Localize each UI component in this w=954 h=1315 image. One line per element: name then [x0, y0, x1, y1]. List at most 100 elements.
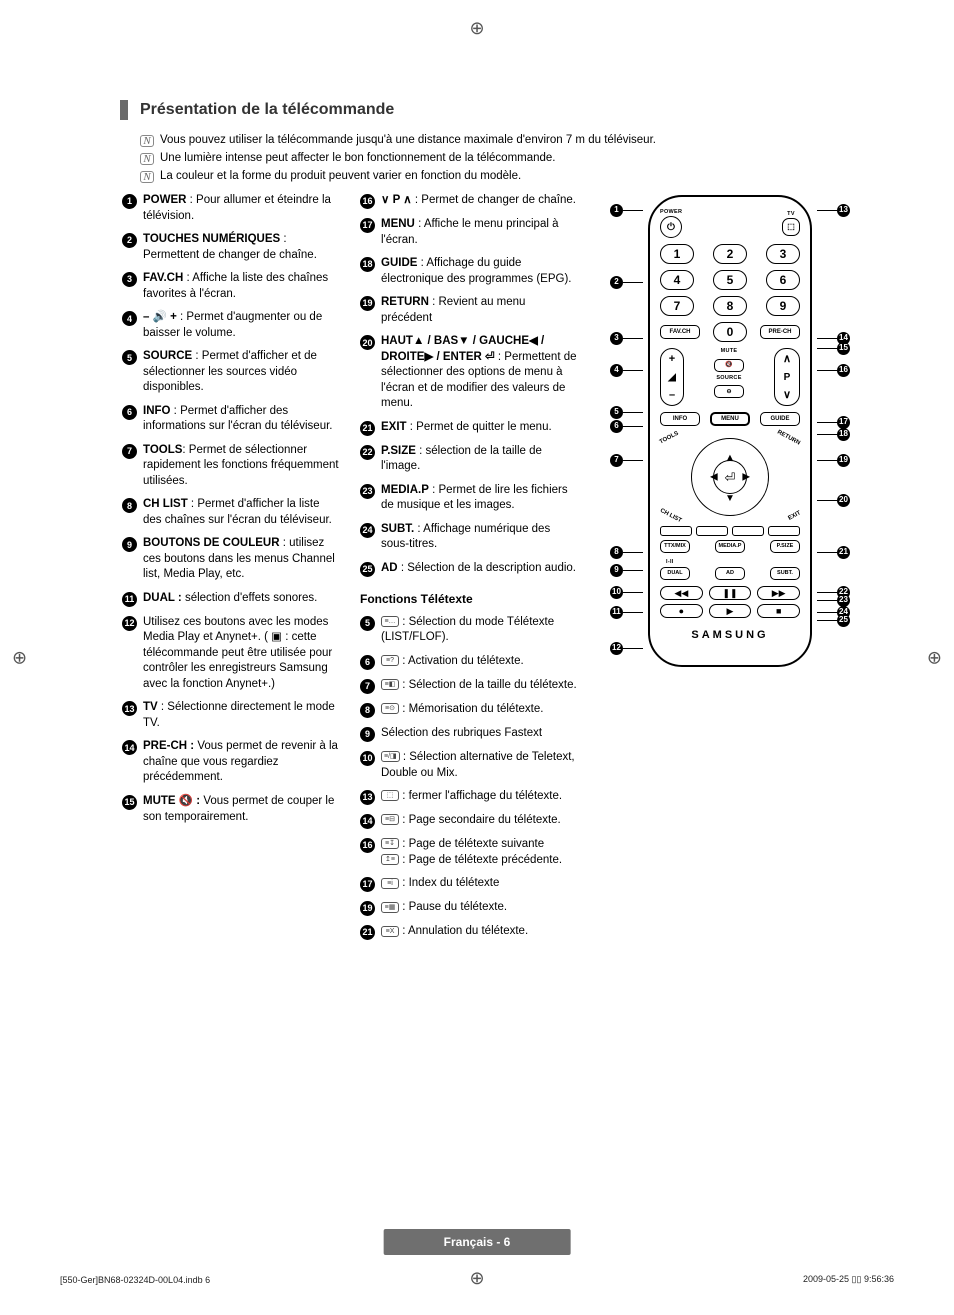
list-item: 8≡⊙ : Mémorisation du télétexte. — [358, 702, 578, 718]
title-bar — [120, 100, 128, 120]
note-text: Une lumière intense peut affecter le bon… — [160, 152, 556, 164]
teletext-icon: ≡i — [381, 878, 399, 889]
callout-line — [623, 412, 643, 413]
right-arrow-icon[interactable]: ▶ — [742, 471, 750, 485]
item-label: EXIT — [381, 421, 407, 433]
list-item: 9BOUTONS DE COULEUR : utilisez ces bouto… — [120, 536, 340, 583]
digit-6[interactable]: 6 — [766, 270, 800, 290]
vol-up-icon: + — [669, 352, 675, 367]
callout-number-icon: 10 — [610, 586, 623, 599]
item-number-icon: 16 — [360, 194, 375, 209]
callout: 3 — [610, 331, 643, 345]
crop-mark-right: ⊕ — [927, 647, 942, 668]
mute-button[interactable]: 🔇 — [714, 359, 744, 372]
digit-7[interactable]: 7 — [660, 296, 694, 316]
callout-number-icon: 9 — [610, 564, 623, 577]
up-arrow-icon[interactable]: ▲ — [725, 452, 735, 466]
digit-9[interactable]: 9 — [766, 296, 800, 316]
columns: 1POWER : Pour allumer et éteindre la tél… — [120, 193, 864, 948]
item-body: HAUT▲ / BAS▼ / GAUCHE◀ / DROITE▶ / ENTER… — [381, 334, 578, 412]
callout-line — [623, 648, 643, 649]
source-label: SOURCE — [716, 375, 741, 382]
item-number-icon: 15 — [122, 795, 137, 810]
list-item: 19RETURN : Revient au menu précédent — [358, 295, 578, 326]
blue-button[interactable] — [768, 526, 800, 536]
prech-button[interactable]: PRE-CH — [760, 325, 800, 339]
item-body: ∨ P ∧ : Permet de changer de chaîne. — [381, 193, 578, 209]
item-body: MEDIA.P : Permet de lire les fichiers de… — [381, 483, 578, 514]
stop-button[interactable]: ■ — [757, 604, 800, 618]
left-arrow-icon[interactable]: ◀ — [710, 471, 718, 485]
ttxmix-button[interactable]: TTX/MIX — [660, 540, 690, 553]
item-number-icon: 22 — [360, 445, 375, 460]
green-button[interactable] — [696, 526, 728, 536]
item-body: TOOLS: Permet de sélectionner rapidement… — [143, 443, 340, 490]
digit-0[interactable]: 0 — [713, 322, 747, 342]
callout-line — [623, 552, 643, 553]
digit-1[interactable]: 1 — [660, 244, 694, 264]
item-label: INFO — [143, 405, 170, 417]
dual-button[interactable]: DUAL — [660, 567, 690, 580]
info-button[interactable]: INFO — [660, 412, 700, 426]
list-item: 17≡i : Index du télétexte — [358, 876, 578, 892]
callout-line — [817, 600, 837, 601]
teletext-icon: ≡/◨ — [381, 751, 400, 762]
psize-button[interactable]: P.SIZE — [770, 540, 800, 553]
teletext-icon: ⬚ — [381, 790, 399, 801]
digit-2[interactable]: 2 — [713, 244, 747, 264]
list-item: 25AD : Sélection de la description audio… — [358, 561, 578, 577]
callout-number-icon: 12 — [610, 642, 623, 655]
digit-4[interactable]: 4 — [660, 270, 694, 290]
fastforward-button[interactable]: ▶▶ — [757, 586, 800, 600]
list-item: 16 ∨ P ∧ : Permet de changer de chaîne. — [358, 193, 578, 209]
subt-button[interactable]: SUBT. — [770, 567, 800, 580]
red-button[interactable] — [660, 526, 692, 536]
column-left: 1POWER : Pour allumer et éteindre la tél… — [120, 193, 340, 948]
play-button[interactable]: ▶ — [709, 604, 752, 618]
record-button[interactable]: ● — [660, 604, 703, 618]
list-item: 11 DUAL : sélection d'effets sonores. — [120, 591, 340, 607]
list-item: 13TV : Sélectionne directement le mode T… — [120, 700, 340, 731]
list-item: 14PRE-CH : Vous permet de revenir à la c… — [120, 739, 340, 786]
callout: 12 — [610, 641, 643, 655]
item-body: ≡i : Index du télétexte — [381, 876, 578, 892]
teletext-icon: ≡? — [381, 655, 399, 666]
channel-rocker[interactable]: ∧ P ∨ — [774, 348, 800, 406]
favch-button[interactable]: FAV.CH — [660, 325, 700, 339]
tv-button[interactable]: ⬚ — [782, 218, 800, 236]
menu-button[interactable]: MENU — [710, 412, 750, 426]
item-number-icon: 17 — [360, 218, 375, 233]
list-item: 14≡⊟ : Page secondaire du télétexte. — [358, 813, 578, 829]
callout: 20 — [817, 493, 850, 507]
item-label: FAV.CH — [143, 272, 183, 284]
list-item: 4– 🔊 + : Permet d'augmenter ou de baisse… — [120, 310, 340, 341]
remote-wrap: POWER ⏻ TV ⬚ 123456789 FAV.CH 0 PRE-CH — [596, 193, 864, 667]
digit-5[interactable]: 5 — [713, 270, 747, 290]
callout-line — [817, 422, 837, 423]
guide-button[interactable]: GUIDE — [760, 412, 800, 426]
item-body: DUAL : sélection d'effets sonores. — [143, 591, 340, 607]
teletext-icon: ≡⊟ — [381, 814, 399, 825]
mute-label: MUTE — [721, 348, 738, 355]
rewind-button[interactable]: ◀◀ — [660, 586, 703, 600]
item-body: SOURCE : Permet d'afficher et de sélecti… — [143, 349, 340, 396]
teletext-icon: ≡X — [381, 926, 399, 937]
note-icon: N — [140, 153, 154, 165]
callout: 19 — [817, 453, 850, 467]
yellow-button[interactable] — [732, 526, 764, 536]
item-label: SOURCE — [143, 350, 192, 362]
nav-cluster: TOOLS RETURN ⏎ ▲ ▼ ◀ ▶ CH LIST EXIT — [660, 432, 800, 522]
section-title-row: Présentation de la télécommande — [120, 100, 864, 120]
power-button[interactable]: ⏻ — [660, 216, 682, 238]
ad-button[interactable]: AD — [715, 567, 745, 580]
power-label: POWER — [660, 209, 682, 216]
volume-rocker[interactable]: + ◢ – — [660, 348, 684, 406]
mediap-button[interactable]: MEDIA.P — [715, 540, 745, 553]
item-number-icon: 11 — [122, 592, 137, 607]
digit-3[interactable]: 3 — [766, 244, 800, 264]
pause-button[interactable]: ❚❚ — [709, 586, 752, 600]
brand-label: SAMSUNG — [660, 628, 800, 643]
down-arrow-icon[interactable]: ▼ — [725, 492, 735, 506]
digit-8[interactable]: 8 — [713, 296, 747, 316]
source-button[interactable]: ⊖ — [714, 385, 744, 398]
